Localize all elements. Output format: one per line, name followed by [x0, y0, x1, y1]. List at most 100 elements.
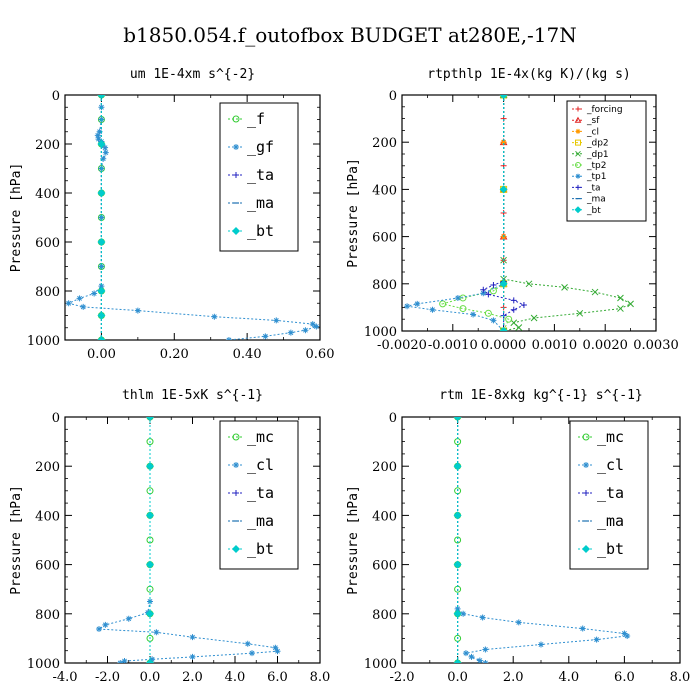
series-ta: [454, 417, 461, 663]
legend-marker: [574, 116, 582, 123]
legend-label: _ma: [586, 195, 606, 205]
data-point: [274, 648, 281, 655]
data-point: [91, 290, 98, 297]
data-point: [490, 317, 497, 324]
data-point: [624, 632, 631, 639]
legend-label: _gf: [247, 138, 274, 156]
data-point: [134, 307, 141, 314]
panel-title: rtm 1E-8xkg kg^{-1} s^{-1}: [439, 388, 643, 403]
x-tick-label: 0.40: [233, 347, 262, 362]
data-point: [453, 659, 462, 663]
data-point: [454, 294, 461, 301]
data-point: [515, 324, 523, 331]
data-point: [499, 279, 508, 288]
data-point: [98, 263, 105, 270]
data-point: [309, 321, 316, 328]
x-tick-label: 0.60: [306, 347, 335, 362]
x-tick-label: 0.0: [140, 670, 161, 685]
data-point: [189, 634, 196, 641]
data-point: [429, 306, 436, 313]
legend-label: _ta: [247, 484, 274, 502]
data-point: [484, 309, 492, 317]
data-point: [414, 300, 421, 307]
data-point: [520, 302, 527, 309]
legend-marker: [575, 106, 581, 112]
legend-marker: [575, 184, 581, 190]
data-point: [98, 283, 105, 290]
series-mc: [454, 417, 462, 663]
legend-label: _f: [247, 110, 265, 128]
data-point: [97, 287, 106, 295]
data-point: [97, 238, 106, 246]
y-tick-label: 0: [389, 89, 397, 104]
data-point: [121, 658, 128, 663]
y-tick-label: 400: [35, 187, 60, 202]
data-point: [149, 656, 156, 663]
data-point: [453, 462, 462, 471]
legend-label: _forcing: [586, 105, 623, 115]
legend-box: [569, 420, 649, 570]
y-tick-label: 600: [372, 231, 397, 246]
y-tick-label: 800: [372, 278, 397, 293]
legend-label: _cl: [597, 456, 624, 474]
x-tick-label: -4.0: [52, 670, 77, 685]
data-point: [593, 636, 600, 643]
legend-label: _ta: [586, 183, 601, 193]
legend: _forcing_sf_cl _dp2_dp1_tp2_tp1_ta _ma_bt: [566, 100, 647, 222]
x-tick-label: 4.0: [558, 670, 579, 685]
data-point: [117, 660, 124, 663]
chart-panel-3: thlm 1E-5xK s^{-1} 0 200 400 600 800 1000-4.0 -…: [9, 388, 330, 685]
legend-label: _bt: [586, 206, 601, 216]
data-point: [453, 560, 462, 569]
series-line: [406, 95, 505, 331]
y-tick-label: 200: [372, 136, 397, 151]
data-point: [480, 290, 487, 297]
y-tick-label: 800: [35, 608, 60, 623]
data-point: [530, 314, 538, 322]
x-tick-label: 6.0: [614, 670, 635, 685]
y-axis-label: Pressure [hPa]: [9, 163, 24, 273]
legend-marker: [582, 545, 590, 553]
x-tick-label: 4.0: [225, 670, 246, 685]
y-tick-label: 1000: [364, 325, 397, 340]
data-point: [95, 136, 102, 143]
data-point: [490, 281, 497, 288]
y-tick-label: 600: [372, 559, 397, 574]
legend-marker: [233, 490, 239, 496]
y-tick-label: 200: [35, 460, 60, 475]
legend: _f _gf _ta _ma _bt: [219, 102, 299, 252]
y-tick-label: 400: [372, 183, 397, 198]
legend-box: [219, 420, 299, 570]
y-tick-label: 200: [372, 460, 397, 475]
legend-label: _ma: [247, 194, 274, 212]
data-point: [80, 303, 87, 310]
series-bt: [97, 95, 106, 340]
data-point: [97, 336, 106, 340]
data-point: [460, 610, 467, 617]
x-tick-label: 0.0030: [633, 338, 679, 353]
x-tick-label: 0.0010: [532, 338, 578, 353]
y-tick-label: 600: [35, 559, 60, 574]
data-point: [499, 327, 508, 331]
data-point: [146, 659, 154, 663]
y-tick-label: 0: [52, 411, 60, 426]
data-point: [482, 646, 489, 653]
legend-label: _ma: [597, 512, 624, 530]
x-tick-label: -0.0010: [428, 338, 478, 353]
legend-marker: [575, 150, 581, 157]
chart-panel-1: um 1E-4xm s^{-2} 0 200 400 600 800 1000 0.00 0.2…: [9, 67, 334, 362]
data-point: [470, 311, 477, 318]
legend-marker: [232, 115, 240, 123]
legend-label: _cl: [247, 456, 274, 474]
data-point: [146, 511, 154, 520]
y-tick-label: 600: [35, 236, 60, 251]
data-point: [98, 214, 105, 221]
panel-title: rtpthlp 1E-4x(kg K)/(kg s): [427, 67, 631, 82]
legend-label: _ma: [247, 512, 274, 530]
data-point: [510, 306, 517, 313]
data-point: [102, 621, 109, 628]
y-tick-label: 0: [389, 411, 397, 426]
x-tick-label: 0.00: [87, 347, 116, 362]
legend-box: [219, 102, 299, 252]
chart-panel-4: rtm 1E-8xkg kg^{-1} s^{-1} 0 200 400 600 800 1…: [346, 388, 690, 685]
